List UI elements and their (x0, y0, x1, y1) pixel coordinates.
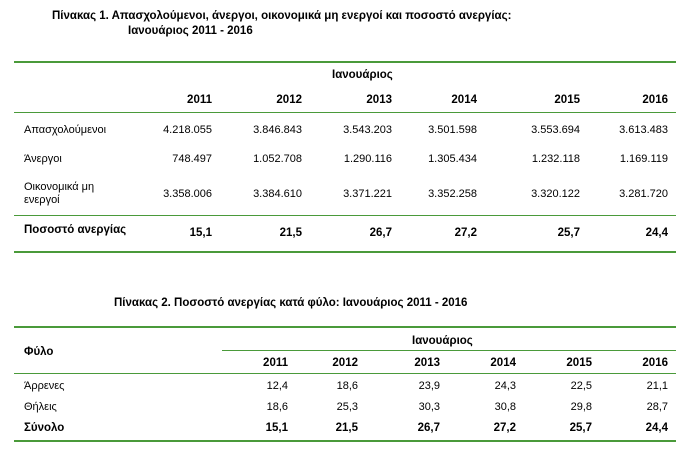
table1-year-header: 2012 (276, 94, 302, 106)
table2-top-rule (14, 326, 676, 328)
table1-title-line1: Πίνακας 1. Απασχολούμενοι, άνεργοι, οικο… (52, 10, 512, 22)
table-cell: 24,4 (645, 227, 668, 239)
table-cell: 3.358.006 (163, 188, 212, 200)
table-cell: 21,5 (279, 227, 302, 239)
table1-year-header: 2013 (366, 94, 392, 106)
table-cell: 18,6 (266, 401, 288, 413)
table-cell: 27,2 (454, 227, 477, 239)
table2-group-rule (222, 350, 676, 351)
table-cell: 12,4 (266, 380, 288, 392)
table-cell: 3.543.203 (343, 124, 392, 136)
table-cell: 1.052.708 (253, 153, 302, 165)
table-cell: 3.553.694 (531, 124, 580, 136)
table2-year-header: 2012 (332, 357, 358, 369)
table-cell: 3.613.483 (619, 124, 668, 136)
table2-header-rule (14, 373, 676, 374)
table1-year-header: 2014 (451, 94, 477, 106)
table-cell: 24,3 (494, 380, 516, 392)
table-cell: 3.320.122 (531, 188, 580, 200)
table1-group-header: Ιανουάριος (332, 69, 393, 81)
table-cell: 21,5 (335, 422, 358, 434)
table1-bottom-rule (14, 251, 676, 253)
table-cell: 21,1 (646, 380, 668, 392)
table-cell: 4.218.055 (163, 124, 212, 136)
row-label: Απασχολούμενοι (24, 124, 107, 136)
table2-row-header: Φύλο (24, 346, 54, 358)
row-label-line2: ενεργοί (24, 194, 60, 206)
table-cell: 25,3 (336, 401, 358, 413)
table-cell: 29,8 (570, 401, 592, 413)
table2-title: Πίνακας 2. Ποσοστό ανεργίας κατά φύλο: Ι… (114, 297, 468, 309)
table-cell: 3.846.843 (253, 124, 302, 136)
table-cell: 25,7 (569, 422, 592, 434)
table2-year-header: 2016 (642, 357, 668, 369)
table-cell: 30,3 (418, 401, 440, 413)
table-cell: 27,2 (493, 422, 516, 434)
table2-year-header: 2011 (263, 357, 288, 369)
table-cell: 748.497 (172, 153, 212, 165)
table-cell: 23,9 (418, 380, 440, 392)
table-cell: 1.232.118 (531, 153, 580, 165)
table1-total-rule (14, 215, 676, 216)
table2-group-header: Ιανουάριος (412, 335, 473, 347)
table1-year-header: 2015 (554, 94, 580, 106)
table1-year-header: 2011 (187, 94, 212, 106)
row-label: Άνεργοι (24, 153, 62, 165)
row-label: Άρρενες (24, 380, 65, 392)
row-label: Ποσοστό ανεργίας (24, 224, 127, 236)
table-cell: 24,4 (645, 422, 668, 434)
table-cell: 26,7 (369, 227, 392, 239)
row-label: Οικονομικά μη ενεργοί (24, 181, 94, 207)
table-cell: 1.290.116 (343, 153, 392, 165)
table-cell: 3.501.598 (428, 124, 477, 136)
table1-title-line2: Ιανουάριος 2011 - 2016 (128, 25, 253, 37)
table2-year-header: 2014 (490, 357, 516, 369)
row-label-line1: Οικονομικά μη (24, 181, 95, 193)
table1-top-rule (14, 61, 676, 63)
table1-header-rule (14, 112, 676, 113)
table-cell: 15,1 (265, 422, 288, 434)
table-cell: 22,5 (570, 380, 592, 392)
table2-year-header: 2015 (566, 357, 592, 369)
table-cell: 15,1 (189, 227, 212, 239)
table2-bottom-rule (14, 440, 676, 442)
table2-year-header: 2013 (414, 357, 440, 369)
table-cell: 3.281.720 (619, 188, 668, 200)
table-cell: 1.169.119 (619, 153, 668, 165)
table-cell: 18,6 (336, 380, 358, 392)
table-cell: 1.305.434 (428, 153, 477, 165)
table-cell: 3.371.221 (343, 188, 392, 200)
table-cell: 26,7 (417, 422, 440, 434)
table-cell: 3.352.258 (428, 188, 477, 200)
table-cell: 3.384.610 (253, 188, 302, 200)
table-cell: 30,8 (494, 401, 516, 413)
row-label: Σύνολο (24, 422, 65, 434)
table-cell: 25,7 (557, 227, 580, 239)
table1-year-header: 2016 (642, 94, 668, 106)
row-label: Θήλεις (24, 401, 57, 413)
table-cell: 28,7 (646, 401, 668, 413)
